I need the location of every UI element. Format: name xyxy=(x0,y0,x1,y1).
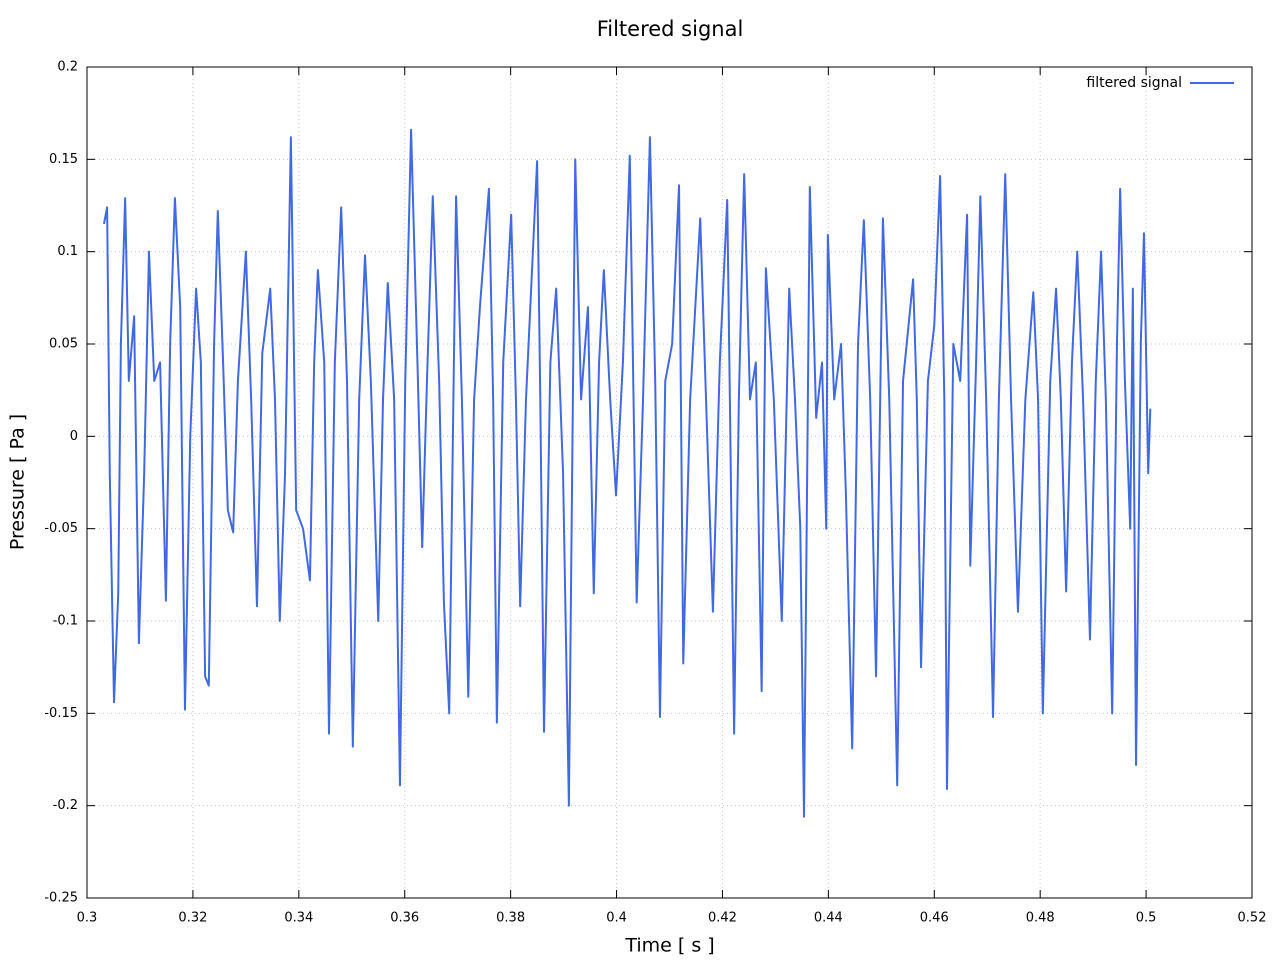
data-line xyxy=(102,128,1152,818)
y-tick-label: -0.1 xyxy=(53,614,78,629)
plot-frame xyxy=(86,66,1253,899)
x-axis-label: Time [ s ] xyxy=(624,935,714,957)
y-tick-label: 0.05 xyxy=(49,337,78,352)
x-tick-label: 0.4 xyxy=(606,911,627,926)
x-tick-label: 0.36 xyxy=(390,911,419,926)
chart-title: Filtered signal xyxy=(597,17,744,41)
y-tick-label: 0.15 xyxy=(49,152,78,167)
x-tick-label: 0.52 xyxy=(1238,911,1267,926)
x-tick-label: 0.32 xyxy=(178,911,207,926)
y-tick-label: -0.25 xyxy=(44,891,78,906)
y-tick-label: -0.2 xyxy=(53,798,78,813)
y-tick-label: -0.05 xyxy=(44,521,78,536)
x-tick-label: 0.44 xyxy=(814,911,843,926)
x-tick-label: 0.42 xyxy=(708,911,737,926)
y-tick-label: 0.1 xyxy=(57,244,78,259)
x-tick-label: 0.34 xyxy=(284,911,313,926)
x-tick-label: 0.38 xyxy=(496,911,525,926)
x-tick-label: 0.46 xyxy=(920,911,949,926)
x-tick-label: 0.3 xyxy=(77,911,98,926)
y-tick-label: -0.15 xyxy=(44,706,78,721)
legend-label: filtered signal xyxy=(1086,75,1182,91)
y-axis-label: Pressure [ Pa ] xyxy=(7,414,29,550)
y-tick-label: 0.2 xyxy=(57,60,78,75)
x-tick-label: 0.48 xyxy=(1026,911,1055,926)
y-tick-label: 0 xyxy=(70,429,78,444)
x-tick-label: 0.5 xyxy=(1136,911,1157,926)
